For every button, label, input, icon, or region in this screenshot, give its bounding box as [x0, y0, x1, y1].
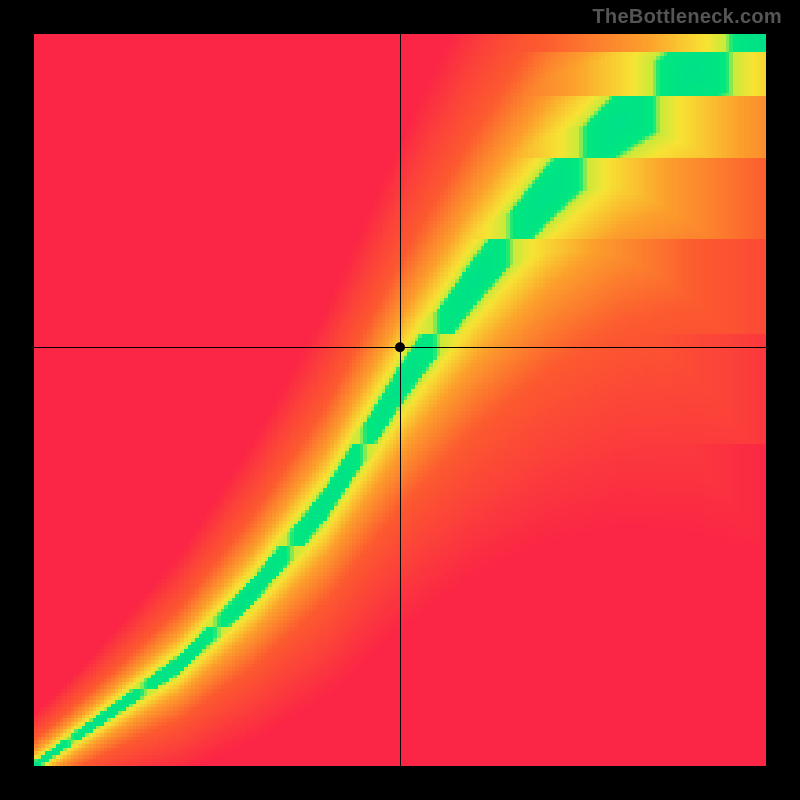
watermark-text: TheBottleneck.com [592, 6, 782, 29]
chart-container: TheBottleneck.com [0, 0, 800, 800]
bottleneck-heatmap [34, 34, 766, 766]
